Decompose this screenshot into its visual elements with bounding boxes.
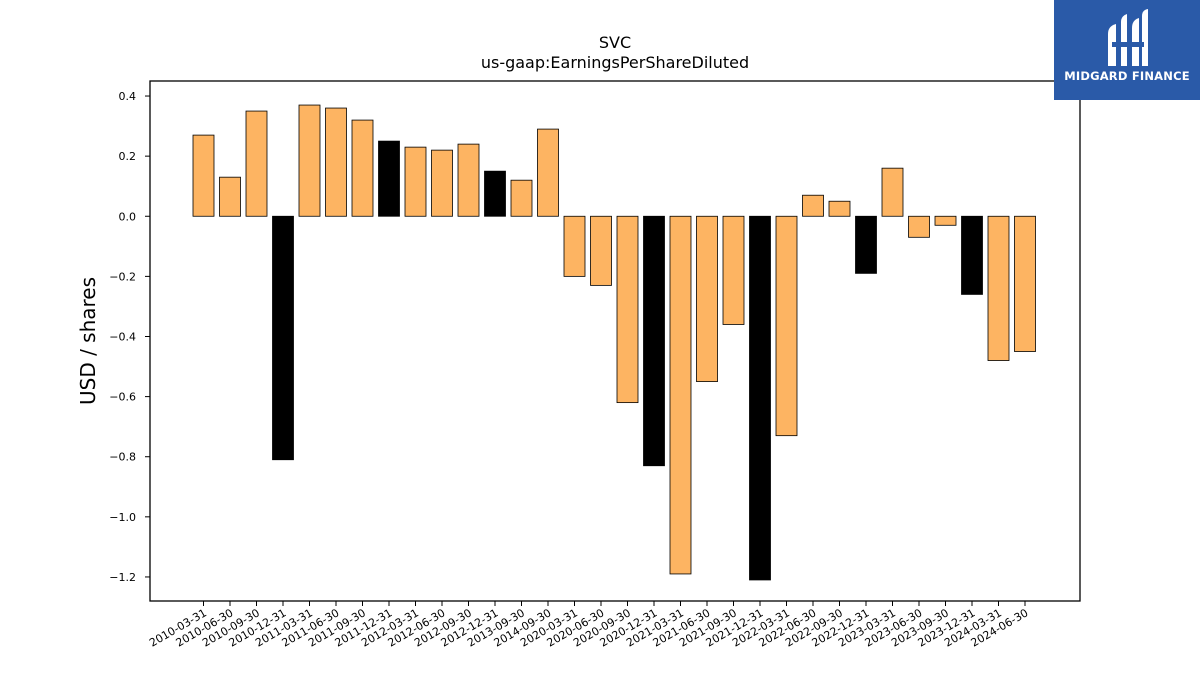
bar-2010-06-30 [219, 176, 241, 217]
bar-2012-03-31 [404, 146, 427, 217]
bar-2021-06-30 [696, 215, 718, 382]
y-tick-label: −1.0 [109, 511, 136, 524]
brand-name: MIDGARD FINANCE [1064, 69, 1190, 83]
bar-2020-12-31 [643, 215, 665, 467]
chart-subtitle: us-gaap:EarningsPerShareDiluted [481, 53, 749, 72]
y-tick-label: −0.6 [109, 391, 136, 404]
bar-2023-03-31 [881, 167, 904, 217]
bar-2022-12-31 [855, 215, 877, 274]
bar-2022-06-30 [802, 194, 824, 217]
bar-2011-09-30 [351, 119, 374, 217]
brand-logo: MIDGARD FINANCE [1054, 0, 1200, 100]
y-tick-label: −0.4 [109, 330, 136, 343]
bar-2023-06-30 [908, 215, 930, 238]
x-ticks-group: 2010-03-312010-06-302010-09-302010-12-31… [147, 601, 1031, 650]
bar-2011-03-31 [298, 104, 321, 217]
chart-title: SVC [599, 33, 631, 52]
y-ticks-group: 0.4 0.2 0.0 −0.2 −0.4 −0.6 −0.8 −1.0 −1.2 [109, 90, 150, 584]
y-tick-label: 0.0 [119, 210, 137, 223]
bars-group [192, 104, 1036, 581]
bar-2021-03-31 [669, 215, 692, 575]
bar-2022-03-31 [775, 215, 798, 437]
bar-2021-12-31 [749, 215, 771, 581]
bar-2014-09-30 [537, 128, 559, 217]
bar-2020-09-30 [616, 215, 639, 404]
y-tick-label: 0.2 [119, 150, 137, 163]
bar-2023-12-31 [961, 215, 983, 295]
bar-2022-09-30 [828, 200, 851, 217]
plot-frame [149, 80, 1081, 602]
bar-2023-09-30 [934, 215, 957, 226]
y-tick-label: −1.2 [109, 571, 136, 584]
bar-2010-12-31 [272, 215, 294, 461]
bar-2011-06-30 [325, 107, 347, 217]
bar-2010-03-31 [192, 134, 215, 217]
bar-2010-09-30 [245, 110, 268, 217]
bar-2012-12-31 [484, 170, 506, 217]
y-tick-label: −0.2 [109, 270, 136, 283]
bar-2024-03-31 [987, 215, 1010, 361]
bar-2020-06-30 [590, 215, 612, 286]
bar-2011-12-31 [378, 140, 400, 217]
y-axis-label: USD / shares [76, 277, 100, 405]
bar-2024-06-30 [1014, 215, 1036, 352]
bar-2012-06-30 [431, 149, 453, 217]
bar-2021-09-30 [722, 215, 745, 325]
midgard-logo-icon [1108, 9, 1148, 66]
bar-2013-09-30 [510, 179, 533, 217]
bar-2020-03-31 [563, 215, 586, 277]
y-tick-label: 0.4 [119, 90, 137, 103]
bar-2012-09-30 [457, 143, 480, 217]
y-tick-label: −0.8 [109, 451, 136, 464]
